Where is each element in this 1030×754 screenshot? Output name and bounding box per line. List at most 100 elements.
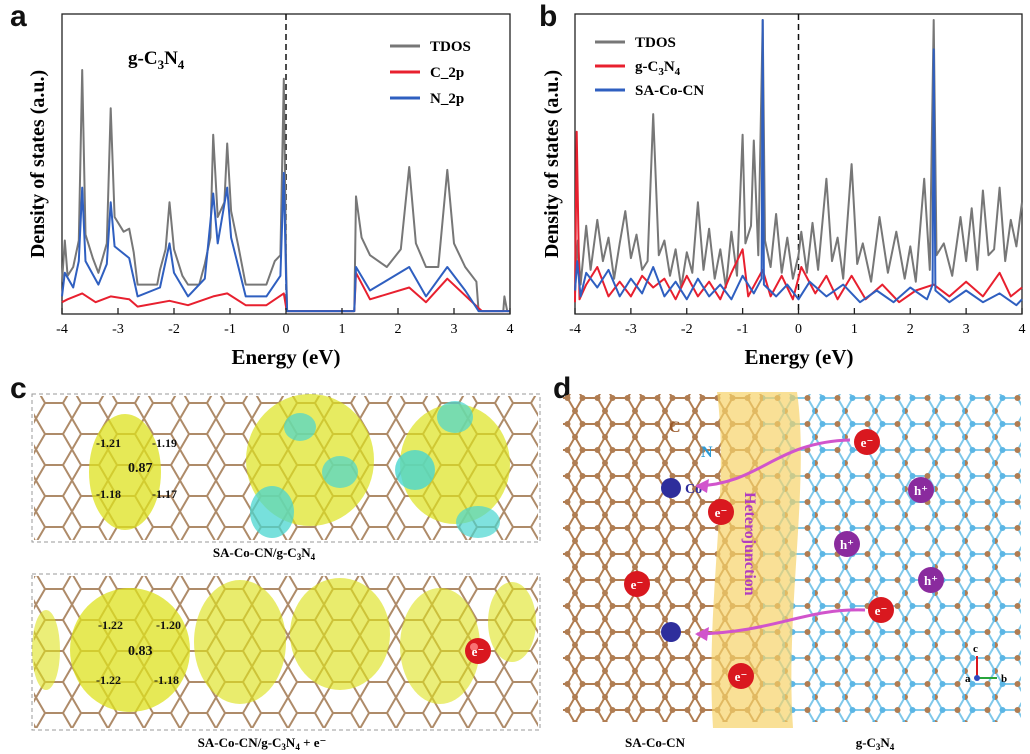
x-tick-label: -4 bbox=[569, 322, 581, 337]
charge-label: -1.21 bbox=[96, 436, 121, 450]
bottom-caption: SA-Co-CN/g-C3N4 + e⁻ bbox=[198, 735, 327, 752]
formula-part: g-C bbox=[635, 59, 658, 75]
caption-sub: 3 bbox=[281, 742, 286, 752]
x-tick-label: -3 bbox=[112, 322, 124, 337]
caption-sub: 4 bbox=[295, 742, 300, 752]
cobalt-atom-2 bbox=[661, 622, 681, 642]
y-axis-label: Density of states (a.u.) bbox=[27, 70, 49, 258]
charge-label: -1.18 bbox=[154, 673, 179, 687]
heterojunction-band bbox=[711, 392, 801, 728]
formula-part: g-C bbox=[128, 48, 158, 69]
hole-label: h⁺ bbox=[914, 483, 928, 498]
charge-label: -1.22 bbox=[98, 618, 123, 632]
charge-label: -1.20 bbox=[156, 618, 181, 632]
x-tick-label: -1 bbox=[737, 322, 749, 337]
legend-label-n2p: N_2p bbox=[430, 91, 464, 107]
charge-label: 0.83 bbox=[128, 644, 153, 659]
electron-label: e⁻ bbox=[861, 435, 874, 450]
x-tick-label: 1 bbox=[851, 322, 858, 337]
series-line-c-2p bbox=[61, 271, 510, 313]
charge-label: -1.19 bbox=[152, 436, 177, 450]
electron-icon: e⁻ bbox=[465, 638, 491, 664]
x-tick-label: 0 bbox=[283, 322, 290, 337]
x-tick-label: 1 bbox=[339, 322, 346, 337]
axis-b-label: b bbox=[1001, 673, 1007, 685]
top-slab-frame bbox=[31, 393, 541, 543]
electron-label: e⁻ bbox=[472, 644, 485, 659]
caption-part: N bbox=[301, 545, 311, 560]
left-caption: SA-Co-CN bbox=[625, 735, 686, 750]
series-line-sa-co-cn bbox=[574, 19, 1023, 307]
formula-sub: 3 bbox=[158, 57, 165, 72]
series-line-tdos bbox=[574, 19, 1023, 294]
hole-icon: h⁺ bbox=[918, 567, 944, 593]
panel-a: a Density of states (a.u.) Energy (eV) g… bbox=[0, 0, 515, 372]
caption-sub: 4 bbox=[311, 552, 316, 562]
transfer-arrow-top-head bbox=[695, 479, 709, 493]
heterojunction-label: Heterojunction bbox=[741, 492, 758, 596]
charge-label: 0.87 bbox=[128, 461, 153, 476]
charge-density-figure: -1.21 -1.19 0.87 -1.18 -1.17 SA-Co-CN/g-… bbox=[31, 393, 541, 752]
x-tick-label: 3 bbox=[963, 322, 970, 337]
legend: TDOS C_2p N_2p bbox=[390, 39, 471, 107]
legend-label-tdos: TDOS bbox=[635, 35, 676, 51]
electron-icon: e⁻ bbox=[868, 597, 894, 623]
caption-part: g-C bbox=[856, 735, 876, 750]
legend-label-gcn: g-C3N4 bbox=[635, 59, 681, 78]
formula-part: N bbox=[164, 48, 178, 69]
axis-a-label: a bbox=[965, 673, 971, 685]
electron-label: e⁻ bbox=[735, 669, 748, 684]
legend-label-c2p: C_2p bbox=[430, 65, 464, 81]
hole-label: h⁺ bbox=[924, 573, 938, 588]
caption-part: SA-Co-CN/g-C bbox=[198, 735, 282, 750]
electron-icon: e⁻ bbox=[708, 499, 734, 525]
carbon-label: C bbox=[669, 419, 681, 436]
charge-label: -1.18 bbox=[96, 487, 121, 501]
transfer-arrow-bottom-head bbox=[695, 627, 709, 641]
caption-sub: 3 bbox=[297, 552, 302, 562]
x-tick-label: -2 bbox=[168, 322, 180, 337]
gcn-lattice bbox=[763, 394, 1021, 722]
electron-label: e⁻ bbox=[715, 505, 728, 520]
y-axis-label: Density of states (a.u.) bbox=[541, 70, 563, 258]
top-isosurfaces bbox=[89, 394, 510, 538]
atom-labels: C N bbox=[669, 419, 713, 461]
legend-label-saco: SA-Co-CN bbox=[635, 83, 704, 99]
nitrogen-label: N bbox=[701, 444, 713, 461]
caption-sub: 3 bbox=[876, 742, 881, 752]
heterojunction-figure: C N Co Heterojunction e⁻ e⁻ e⁻ e⁻ e⁻ h⁺ … bbox=[563, 392, 1021, 752]
hole-label: h⁺ bbox=[840, 537, 854, 552]
x-tick-label: -3 bbox=[625, 322, 637, 337]
legend: TDOS g-C3N4 SA-Co-CN bbox=[595, 35, 704, 99]
top-charge-labels: -1.21 -1.19 0.87 -1.18 -1.17 bbox=[96, 436, 177, 501]
bottom-isosurfaces bbox=[32, 578, 536, 712]
caption-sub: 4 bbox=[890, 742, 895, 752]
formula-sub: 4 bbox=[675, 66, 681, 78]
x-tick-label: 4 bbox=[507, 322, 514, 337]
electron-label: e⁻ bbox=[631, 577, 644, 592]
right-caption: g-C3N4 bbox=[856, 735, 895, 752]
charge-label: -1.17 bbox=[152, 487, 177, 501]
transfer-arrow-top bbox=[696, 438, 851, 488]
top-caption: SA-Co-CN/g-C3N4 bbox=[213, 545, 316, 562]
series-line-n-2p bbox=[61, 171, 510, 313]
formula-sub: 3 bbox=[658, 66, 664, 78]
series-line-g-c3n4 bbox=[574, 130, 1023, 304]
panel-c: c -1.21 -1.19 0.87 -1.18 -1.17 bbox=[0, 372, 545, 754]
x-tick-label: 4 bbox=[1019, 322, 1026, 337]
charge-label: -1.22 bbox=[96, 673, 121, 687]
formula-part: N bbox=[664, 59, 675, 75]
panel-a-label: a bbox=[10, 0, 27, 33]
x-tick-label: 0 bbox=[795, 322, 802, 337]
electron-icon: e⁻ bbox=[728, 663, 754, 689]
hole-icon: h⁺ bbox=[908, 477, 934, 503]
x-tick-label: 2 bbox=[395, 322, 402, 337]
caption-part: + e⁻ bbox=[300, 735, 327, 750]
dos-chart-a: Density of states (a.u.) Energy (eV) g-C… bbox=[27, 13, 514, 369]
inset-formula: g-C3N4 bbox=[128, 48, 185, 72]
transfer-arrow-bottom bbox=[696, 608, 866, 636]
axis-c-label: c bbox=[973, 643, 978, 655]
bottom-charge-labels: -1.22 -1.20 0.83 -1.22 -1.18 bbox=[96, 618, 181, 687]
x-axis-label: Energy (eV) bbox=[744, 345, 853, 369]
caption-part: N bbox=[286, 735, 296, 750]
